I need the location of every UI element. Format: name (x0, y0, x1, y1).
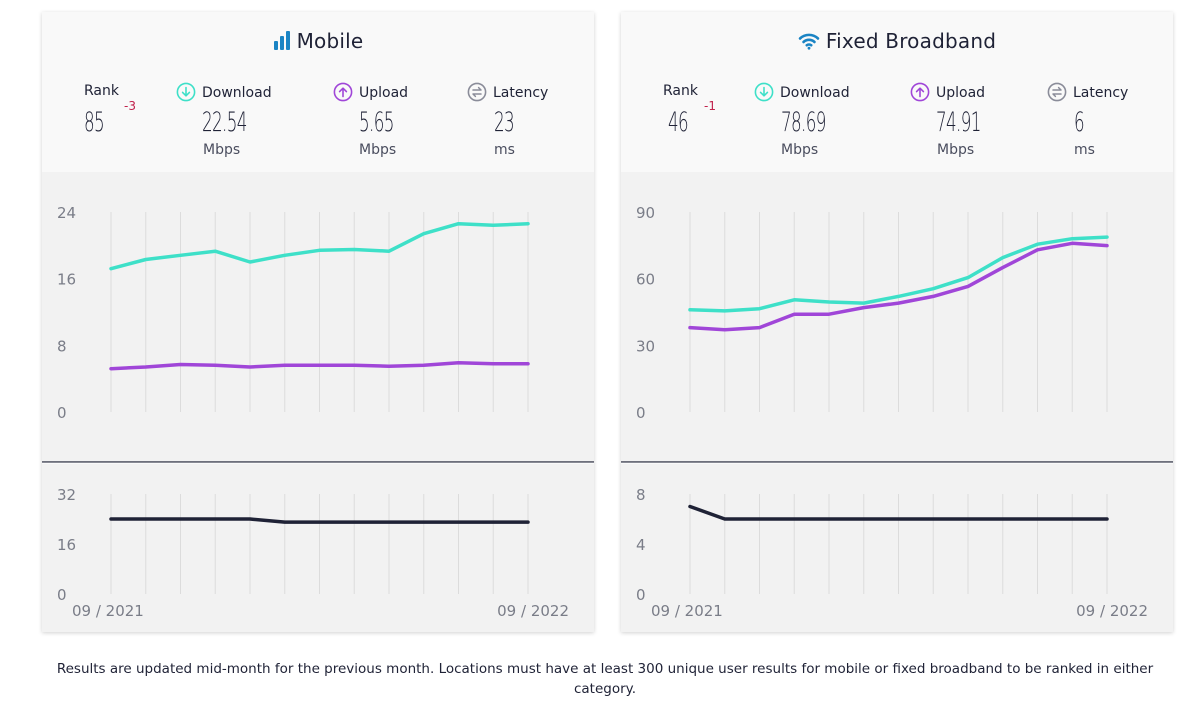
latency-metric: Latency 6 ms (1047, 82, 1167, 162)
upload-metric: Upload 5.65 Mbps (333, 82, 453, 162)
upload-arrow-icon (333, 82, 353, 107)
latency-unit: ms (1074, 142, 1095, 158)
x-end-label: 09 / 2022 (1076, 602, 1148, 620)
download-metric: Download 78.69 Mbps (754, 82, 874, 162)
rank-value: 85 (84, 107, 105, 138)
fixed-broadband-chart-area: 90 60 30 0 8 4 0 09 / 2021 09 / 2022 (621, 172, 1173, 632)
latency-y-tick-label: 8 (636, 486, 646, 504)
upload-value: 5.65 (359, 107, 394, 138)
x-end-label: 09 / 2022 (497, 602, 569, 620)
latency-y-tick-label: 0 (636, 586, 646, 604)
download-line (109, 221, 530, 271)
download-unit: Mbps (781, 142, 819, 158)
latency-line (688, 504, 1109, 521)
speed-y-tick-label: 8 (57, 337, 67, 355)
latency-line (109, 517, 530, 524)
latency-y-tick-label: 0 (57, 586, 67, 604)
upload-line (109, 361, 530, 371)
speed-y-tick-label: 30 (636, 337, 655, 355)
upload-line (688, 241, 1109, 332)
download-metric: Download 22.54 Mbps (176, 82, 296, 162)
rank-metric: Rank 46 -1 (663, 82, 783, 162)
rank-metric: Rank 85 -3 (84, 82, 204, 162)
upload-unit: Mbps (937, 142, 975, 158)
latency-label: Latency (1073, 85, 1129, 101)
speed-y-tick-label: 24 (57, 204, 76, 222)
download-line (688, 235, 1109, 313)
chart-divider-gap (42, 462, 594, 464)
rank-label: Rank (84, 83, 119, 99)
speed-y-tick-label: 16 (57, 271, 76, 289)
x-start-label: 09 / 2021 (72, 602, 144, 620)
upload-arrow-icon (910, 82, 930, 107)
upload-value: 74.91 (936, 107, 981, 138)
download-value: 78.69 (781, 107, 826, 138)
panel-title-text: Mobile (296, 29, 364, 53)
upload-label: Upload (936, 85, 986, 101)
latency-arrows-icon (467, 82, 487, 107)
fixed-broadband-chart: 90 60 30 0 8 4 0 09 / 2021 09 / 2022 (621, 204, 1173, 620)
panel-title: Mobile (42, 29, 594, 55)
speed-y-tick-label: 60 (636, 271, 655, 289)
chart-divider-gap (621, 462, 1173, 464)
rank-label: Rank (663, 83, 698, 99)
download-unit: Mbps (203, 142, 241, 158)
mobile-card: Mobile Rank 85 -3 Download 22.54 Mbps Up… (42, 12, 594, 632)
download-label: Download (202, 85, 272, 101)
x-start-label: 09 / 2021 (651, 602, 723, 620)
fixed-broadband-card: Fixed Broadband Rank 46 -1 Download 78.6… (621, 12, 1173, 632)
signal-bars-icon (273, 30, 291, 55)
download-label: Download (780, 85, 850, 101)
speed-y-tick-label: 0 (636, 404, 646, 422)
panel-title-text: Fixed Broadband (825, 29, 997, 53)
rank-change: -3 (124, 99, 136, 113)
download-arrow-icon (754, 82, 774, 107)
latency-arrows-icon (1047, 82, 1067, 107)
rank-change: -1 (704, 99, 716, 113)
upload-metric: Upload 74.91 Mbps (910, 82, 1030, 162)
speed-y-tick-label: 0 (57, 404, 67, 422)
mobile-summary: Mobile Rank 85 -3 Download 22.54 Mbps Up… (42, 12, 594, 172)
upload-unit: Mbps (359, 142, 397, 158)
download-value: 22.54 (202, 107, 247, 138)
download-arrow-icon (176, 82, 196, 107)
latency-metric: Latency 23 ms (467, 82, 587, 162)
mobile-chart-area: 24 16 8 0 32 16 0 09 / 2021 09 / 2022 (42, 172, 594, 632)
latency-value: 23 (494, 107, 515, 138)
latency-y-tick-label: 4 (636, 536, 646, 554)
upload-label: Upload (359, 85, 409, 101)
latency-y-tick-label: 32 (57, 486, 76, 504)
footnote: Results are updated mid-month for the pr… (56, 661, 1154, 697)
panel-title: Fixed Broadband (621, 29, 1173, 55)
rank-value: 46 (668, 107, 689, 138)
latency-unit: ms (494, 142, 515, 158)
wifi-icon (798, 31, 820, 55)
mobile-chart: 24 16 8 0 32 16 0 09 / 2021 09 / 2022 (42, 204, 594, 620)
latency-label: Latency (493, 85, 549, 101)
fixed-broadband-summary: Fixed Broadband Rank 46 -1 Download 78.6… (621, 12, 1173, 172)
speed-y-tick-label: 90 (636, 204, 655, 222)
latency-y-tick-label: 16 (57, 536, 76, 554)
latency-value: 6 (1074, 107, 1085, 138)
